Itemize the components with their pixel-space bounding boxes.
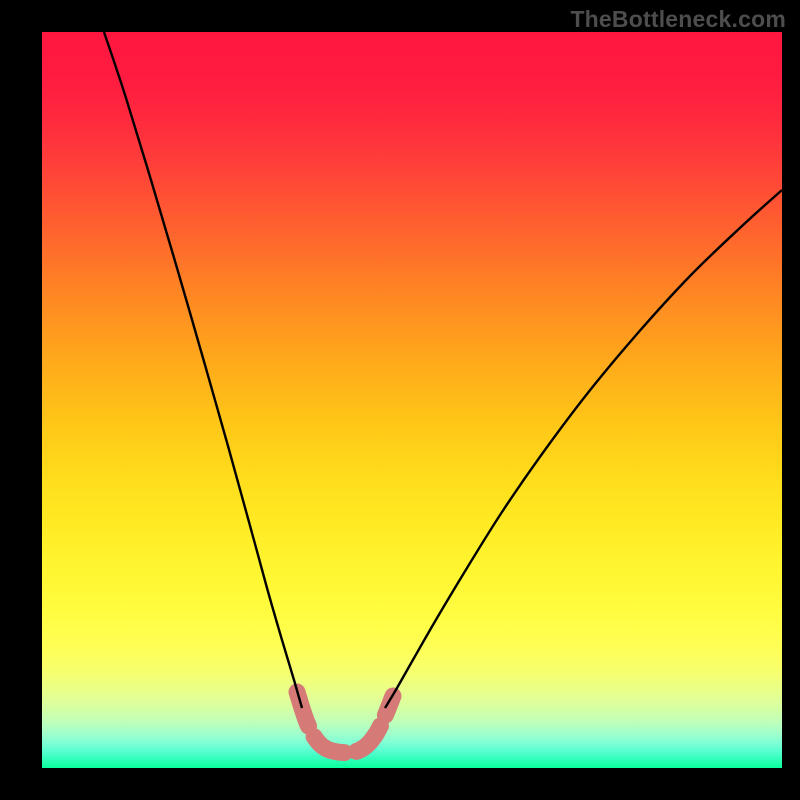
- gradient-background: [42, 32, 782, 768]
- plot-svg: [42, 32, 782, 768]
- chart-frame: TheBottleneck.com: [0, 0, 800, 800]
- watermark-text: TheBottleneck.com: [570, 6, 786, 33]
- plot-area: [42, 32, 782, 768]
